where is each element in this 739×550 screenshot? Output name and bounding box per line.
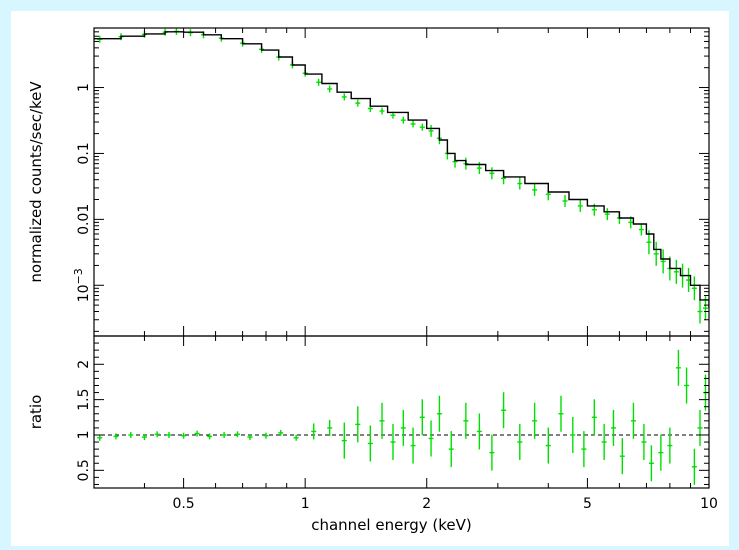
spectrum-data-point [660, 249, 666, 274]
plot-canvas: 10−3 0.01 0.1 1 0.5 1 1.5 2 0.5 1 2 5 10 channel ener… [11, 11, 729, 546]
spectrum-data-point [489, 167, 495, 180]
ratio-data-point [463, 402, 469, 439]
ratio-data-point [641, 424, 647, 461]
x-tick-label: 5 [583, 496, 592, 512]
x-tick-label: 2 [422, 496, 431, 512]
spectrum-data-point [691, 276, 697, 301]
ratio-y-tick-label: 2 [76, 360, 92, 369]
spectrum-data-point [316, 78, 322, 86]
ratio-data-point [697, 409, 703, 446]
model-step-line [94, 31, 709, 309]
ratio-data-point [293, 434, 299, 441]
ratio-data-point [410, 427, 416, 464]
ratio-data-point [667, 427, 673, 464]
spectrum-data-point [517, 177, 523, 190]
ratio-data-point [501, 392, 507, 429]
ratio-data-point [691, 448, 697, 485]
ratio-panel [94, 349, 709, 485]
ratio-data-point [128, 431, 134, 438]
x-tick-label: 1 [301, 496, 310, 512]
ratio-data-point [532, 402, 538, 439]
spectrum-data-point [673, 259, 679, 284]
ratio-data-point [448, 431, 454, 468]
spectrum-data-point [562, 194, 568, 207]
ratio-data-point [311, 423, 317, 440]
spectrum-data-point [410, 120, 416, 128]
y-tick-label: 0.01 [76, 204, 92, 235]
spectrum-data-point [532, 183, 538, 196]
spectrum-data-point [341, 93, 347, 101]
ratio-data-point [367, 425, 373, 462]
ratio-data-point [476, 413, 482, 450]
y-tick-label: 10−3 [72, 268, 92, 302]
ratio-data-point [419, 399, 425, 436]
spectrum-panel [94, 28, 709, 324]
spectrum-data-point [577, 199, 583, 212]
ratio-data-point [166, 431, 172, 438]
ratio-data-point [517, 424, 523, 461]
ratio-y-tick-label: 0.5 [76, 459, 92, 481]
ratio-data-point [428, 420, 434, 457]
ratio-data-point [97, 434, 103, 441]
ratio-data-point [141, 434, 147, 441]
spectrum-data-point [653, 241, 659, 266]
spectrum-frame [93, 27, 710, 337]
ratio-y-tick-label: 1.5 [76, 388, 92, 410]
ratio-y-tick-label: 1 [76, 431, 92, 440]
ratio-data-point [235, 431, 241, 438]
y-tick-label: 0.1 [76, 142, 92, 164]
y-tick-label: 1 [76, 83, 92, 92]
x-tick-label: 10 [700, 496, 718, 512]
ratio-data-point [684, 367, 690, 404]
spectrum-y-axis-label: normalized counts/sec/keV [27, 81, 45, 283]
ratio-data-point [619, 438, 625, 475]
spectrum-data-point [604, 208, 610, 221]
ratio-data-point [355, 406, 361, 443]
y-tick-label-exponent: −3 [72, 268, 85, 284]
ratio-data-point [341, 422, 347, 459]
spectrum-data-point [428, 124, 434, 137]
ratio-data-point [601, 424, 607, 461]
ratio-data-point [436, 395, 442, 432]
ratio-data-point [581, 431, 587, 468]
ratio-data-point [675, 349, 681, 386]
ratio-data-point [390, 424, 396, 461]
spectrum-data-point [419, 123, 425, 131]
ratio-data-point [278, 429, 284, 436]
spectrum-data-point [327, 85, 333, 93]
ratio-data-point [194, 430, 200, 437]
x-axis-label: channel energy (keV) [311, 516, 472, 534]
ratio-data-point [489, 434, 495, 471]
spectrum-data-point [379, 107, 385, 115]
ratio-data-point [630, 402, 636, 439]
ratio-data-point [379, 402, 385, 439]
ratio-y-axis-label: ratio [27, 395, 45, 430]
ratio-data-point [591, 399, 597, 436]
spectrum-data-point [400, 116, 406, 124]
x-tick-label: 0.5 [172, 496, 194, 512]
spectrum-data-point [697, 299, 703, 324]
spectrum-data-point [355, 99, 361, 107]
ratio-data-point [545, 427, 551, 464]
ratio-data-point [207, 433, 213, 440]
ratio-data-point [113, 433, 119, 440]
ratio-data-point [400, 409, 406, 446]
ratio-data-point [181, 432, 187, 439]
ratio-data-point [154, 431, 160, 438]
ratio-data-point [263, 432, 269, 439]
ratio-frame [93, 335, 710, 489]
ratio-data-point [610, 409, 616, 446]
ratio-data-point [558, 395, 564, 432]
ratio-data-point [658, 434, 664, 471]
ratio-data-point [221, 431, 227, 438]
ratio-data-point [570, 416, 576, 453]
spectrum-data-point [638, 223, 644, 236]
ratio-data-point [247, 434, 253, 441]
spectrum-chart: 10−3 0.01 0.1 1 0.5 1 1.5 2 0.5 1 2 5 10 channel ener… [27, 27, 718, 534]
ratio-data-point [327, 419, 333, 436]
ratio-data-point [648, 445, 654, 482]
